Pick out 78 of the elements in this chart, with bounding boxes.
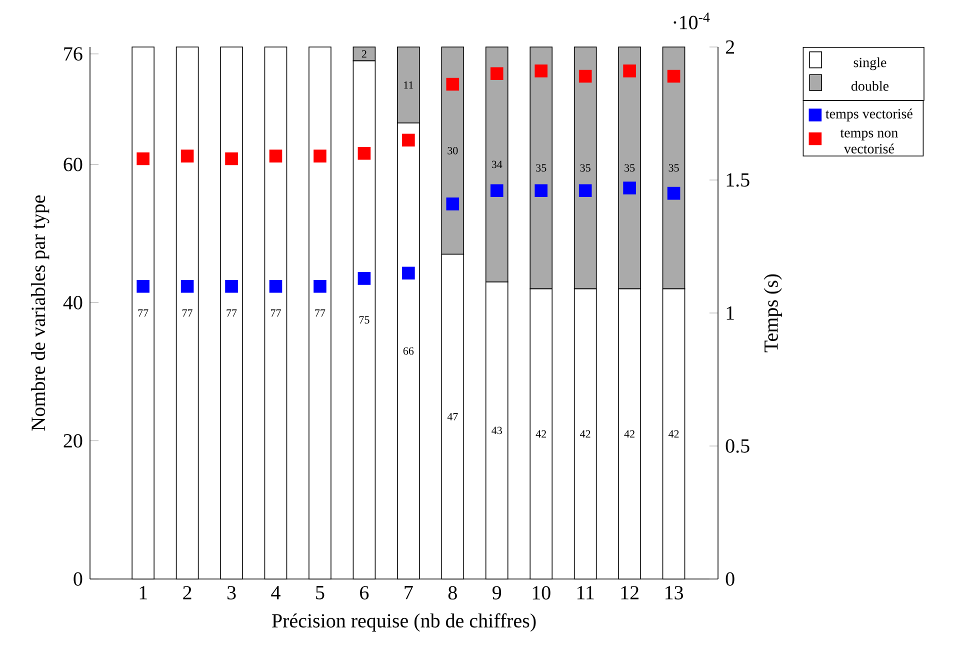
point: [402, 134, 415, 146]
data-label: 35: [536, 164, 546, 172]
y2-tick-label: 2: [726, 40, 734, 54]
data-label: 34: [492, 160, 502, 168]
point: [623, 64, 636, 78]
point: [358, 272, 371, 285]
x-tick-label: 8: [448, 586, 457, 600]
x-tick-label: 13: [666, 586, 684, 600]
point: [402, 266, 415, 280]
data-label: 2: [362, 50, 366, 58]
point: [446, 198, 460, 210]
point: [225, 280, 238, 293]
point: [136, 280, 150, 293]
text: ·10$^{-4}$: [674, 12, 710, 30]
point: [667, 186, 680, 200]
data-label: 30: [448, 146, 458, 154]
point: [314, 280, 326, 293]
x-tick-label: 4: [271, 586, 280, 600]
x-tick-label: 9: [492, 586, 502, 600]
y-tick-label: 40: [63, 296, 82, 310]
data-label: 77: [138, 309, 148, 317]
x-tick-label: 11: [577, 586, 594, 600]
y-tick-label: 76: [64, 47, 82, 61]
point: [269, 280, 282, 293]
x-tick-label: 5: [316, 586, 324, 600]
y2-tick-label: 0: [726, 572, 734, 586]
x-tick-label: 3: [228, 586, 236, 600]
y-axis-title: Nombre de variables par type: [30, 195, 50, 431]
y-tick-label: 20: [64, 434, 82, 448]
data-label: 66: [403, 347, 414, 355]
point: [490, 67, 504, 80]
data-label: 47: [447, 413, 458, 420]
point: [136, 152, 150, 166]
point: [180, 150, 194, 162]
legend-label: temps non vectorisé: [840, 129, 898, 154]
x-tick-label: 10: [532, 586, 550, 600]
x-tick-label: 2: [183, 586, 192, 600]
data-label: 77: [315, 309, 326, 317]
data-label: 77: [182, 309, 192, 317]
x-tick-label: 1: [140, 586, 147, 600]
y2-axis-title: Temps (s): [764, 274, 782, 352]
point: [446, 78, 460, 91]
data-label: 35: [668, 164, 679, 172]
x-tick-label: 7: [404, 586, 413, 600]
data-label: 77: [226, 309, 237, 317]
point: [578, 184, 592, 198]
x-tick-label: 6: [360, 586, 369, 600]
legend-label: double: [851, 80, 889, 91]
data-label: 43: [492, 426, 502, 434]
data-label: 42: [624, 430, 634, 438]
y2-tick-label: 1: [726, 306, 734, 320]
y2-tick-label: 1.5: [726, 173, 750, 187]
data-label: 42: [536, 430, 546, 438]
point: [490, 184, 504, 198]
data-label: 75: [359, 316, 370, 324]
point: [314, 150, 326, 162]
data-label: 42: [668, 430, 679, 438]
point: [180, 280, 194, 293]
point: [623, 182, 636, 194]
point: [358, 146, 371, 160]
point: [667, 70, 680, 83]
y2-tick-label: 0.5: [726, 439, 750, 453]
y-tick-label: 0: [74, 572, 82, 586]
point: [578, 70, 592, 83]
data-label: 77: [270, 309, 281, 317]
x-axis-title: Précision requise (nb de chiffres): [272, 613, 536, 632]
point: [269, 150, 282, 162]
data-label: 11: [404, 81, 414, 89]
data-label: 42: [580, 430, 590, 438]
data-label: 35: [580, 164, 590, 172]
y-tick-label: 60: [64, 158, 82, 172]
x-tick-label: 12: [621, 586, 638, 600]
legend-label: single: [854, 57, 886, 70]
point: [534, 184, 548, 198]
data-label: 35: [624, 164, 635, 172]
point: [225, 152, 238, 166]
legend-label: temps vectorisé: [826, 108, 912, 122]
point: [534, 64, 548, 78]
